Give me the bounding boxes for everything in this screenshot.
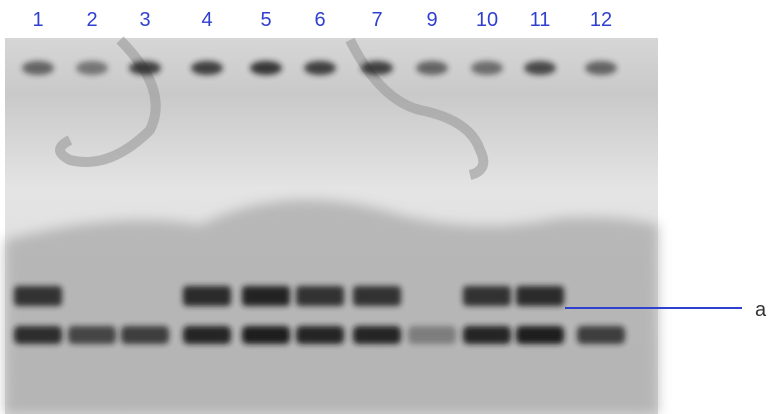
lane-label: 12 <box>590 9 612 31</box>
lower-band <box>577 326 625 344</box>
well-band <box>129 61 161 75</box>
lower-band <box>183 326 231 344</box>
well-band <box>585 61 617 75</box>
upper-band <box>353 286 401 306</box>
lane-label: 6 <box>314 9 325 31</box>
upper-band <box>242 286 290 306</box>
upper-band <box>463 286 511 306</box>
lane-label: 7 <box>371 9 382 31</box>
well-band <box>76 61 108 75</box>
well-band <box>304 61 336 75</box>
upper-band <box>516 286 564 306</box>
lower-band <box>408 326 456 344</box>
lane-label: 2 <box>86 9 97 31</box>
well-band <box>524 61 556 75</box>
upper-band <box>296 286 344 306</box>
lower-band <box>14 326 62 344</box>
well-band <box>416 61 448 75</box>
lane-label: 10 <box>476 9 498 31</box>
annotation-label: a <box>755 299 767 321</box>
well-band <box>191 61 223 75</box>
lane-label: 11 <box>530 9 551 31</box>
lane-label: 9 <box>426 9 437 31</box>
lane-label: 1 <box>32 9 43 31</box>
well-band <box>471 61 503 75</box>
lower-band <box>68 326 116 344</box>
lane-label: 5 <box>260 9 271 31</box>
lower-band <box>463 326 511 344</box>
lower-band <box>353 326 401 344</box>
lower-band <box>516 326 564 344</box>
lane-label: 3 <box>139 9 150 31</box>
gel-lower-region <box>5 200 658 414</box>
gel-figure: a 12345679101112 <box>0 0 772 414</box>
lower-band <box>296 326 344 344</box>
well-band <box>22 61 54 75</box>
lower-band <box>242 326 290 344</box>
well-band <box>361 61 393 75</box>
upper-band <box>14 286 62 306</box>
well-band <box>250 61 282 75</box>
lower-band <box>121 326 169 344</box>
lane-label: 4 <box>201 9 212 31</box>
upper-band <box>183 286 231 306</box>
